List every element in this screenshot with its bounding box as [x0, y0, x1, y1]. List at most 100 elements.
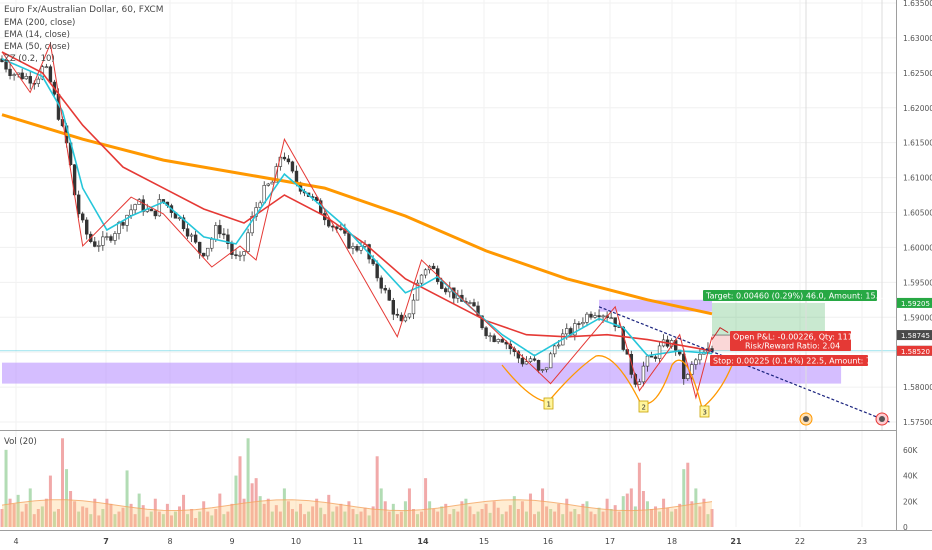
volume-bar: [488, 512, 492, 527]
target-label: Target: 0.00460 (0.29%) 46.0, Amount: 15…: [705, 292, 888, 301]
candle-body: [351, 246, 355, 249]
candle-body: [359, 246, 363, 251]
volume-bars: [0, 438, 714, 527]
indicator-ema14[interactable]: EMA (14, close): [4, 30, 70, 40]
candle-body: [44, 66, 49, 69]
candle-body: [637, 381, 642, 385]
candle-body: [375, 263, 379, 279]
candle-body: [8, 68, 12, 76]
pattern-point-2[interactable]: 2: [638, 400, 649, 413]
volume-bar: [0, 509, 4, 527]
volume-bar: [508, 505, 512, 527]
volume-bar: [307, 511, 311, 527]
indicator-ema50[interactable]: EMA (50, close): [4, 42, 70, 52]
stop-label: Stop: 0.00225 (0.14%) 22.5, Amount: 7.5: [713, 357, 879, 366]
volume-bar: [266, 498, 270, 527]
volume-bar: [593, 514, 597, 527]
volume-bar: [113, 514, 117, 527]
candle-body: [4, 61, 8, 70]
volume-bar: [541, 488, 545, 527]
volume-bar: [93, 498, 97, 527]
volume-bar: [601, 511, 605, 527]
pattern-point-1-label: 1: [547, 401, 551, 409]
volume-bar: [411, 509, 415, 527]
candle-body: [581, 322, 585, 325]
candle-body: [577, 323, 581, 325]
volume-bar: [553, 511, 557, 527]
time-label: 9: [229, 537, 234, 546]
candle-body: [294, 170, 299, 183]
pattern-point-1[interactable]: 1: [543, 397, 554, 410]
price-tag: 1.58520: [901, 348, 930, 356]
volume-bar: [24, 503, 28, 527]
volume-label[interactable]: Vol (20): [4, 437, 37, 447]
volume-bar: [101, 509, 105, 527]
volume-bar: [557, 503, 561, 527]
volume-bar: [520, 501, 524, 527]
candle-body: [686, 374, 690, 379]
candle-body: [125, 214, 129, 226]
candle-body: [431, 265, 436, 269]
volume-bar: [48, 475, 52, 527]
candle-body: [20, 72, 24, 80]
volume-bar: [294, 511, 298, 527]
indicator-ema200[interactable]: EMA (200, close): [4, 18, 75, 28]
volume-bar: [371, 506, 375, 527]
volume-bar: [40, 506, 44, 527]
volume-bar: [250, 483, 254, 527]
indicator-zigzag[interactable]: ZZ (0.2, 10): [4, 54, 55, 64]
volume-bar: [274, 505, 278, 527]
price-tick: 1.60500: [903, 209, 932, 218]
time-label: 8: [167, 537, 172, 546]
volume-bar: [81, 506, 85, 527]
volume-bar: [4, 449, 8, 527]
volume-bar: [363, 507, 367, 527]
volume-bar: [28, 488, 32, 527]
volume-bar: [649, 509, 653, 527]
candle-body: [419, 274, 424, 284]
volume-bar: [516, 509, 520, 527]
volume-bar: [686, 462, 690, 527]
volume-bar: [682, 469, 686, 527]
volume-bar: [658, 511, 662, 527]
time-label: 22: [795, 537, 805, 546]
time-axis-labels[interactable]: 4 7 8 9 10 11 14 15 16 17 18 21 22 23: [13, 537, 867, 546]
volume-bar: [85, 507, 89, 527]
candle-body: [76, 194, 81, 215]
volume-bar: [617, 511, 621, 527]
time-label: 15: [479, 537, 489, 546]
price-tick: 1.63000: [903, 34, 932, 43]
candle-body: [488, 335, 492, 338]
candle-body: [573, 323, 577, 336]
candle-body: [565, 328, 569, 335]
candle-body: [129, 209, 133, 216]
volume-bar: [222, 514, 226, 527]
position-labels[interactable]: Target: 0.00460 (0.29%) 46.0, Amount: 15…: [703, 290, 888, 366]
volume-ma-area: [2, 499, 712, 527]
volume-bar: [198, 511, 202, 527]
candle-body: [149, 209, 153, 212]
candle-body: [395, 313, 400, 316]
volume-bar: [20, 511, 24, 527]
open-pnl-box: [730, 331, 851, 351]
volume-bar: [573, 509, 577, 527]
volume-tick: 20K: [903, 497, 919, 506]
volume-bar: [428, 501, 432, 527]
volume-bar: [36, 509, 40, 527]
volume-bar: [645, 501, 649, 527]
volume-tick: 40K: [903, 472, 919, 481]
volume-bar: [403, 501, 407, 527]
pattern-point-3[interactable]: 3: [699, 405, 710, 418]
candle-body: [379, 277, 383, 289]
volume-bar: [16, 494, 20, 527]
volume-tick: 60K: [903, 446, 919, 455]
volume-bar: [161, 514, 165, 527]
price-axis[interactable]: [896, 0, 932, 530]
volume-bar: [141, 505, 145, 527]
volume-bar: [585, 501, 589, 527]
alert-marker-2-dot: [879, 416, 885, 422]
price-tag: 1.58745: [901, 332, 930, 340]
candle-body: [613, 317, 617, 327]
price-tick: 1.59000: [903, 313, 932, 322]
